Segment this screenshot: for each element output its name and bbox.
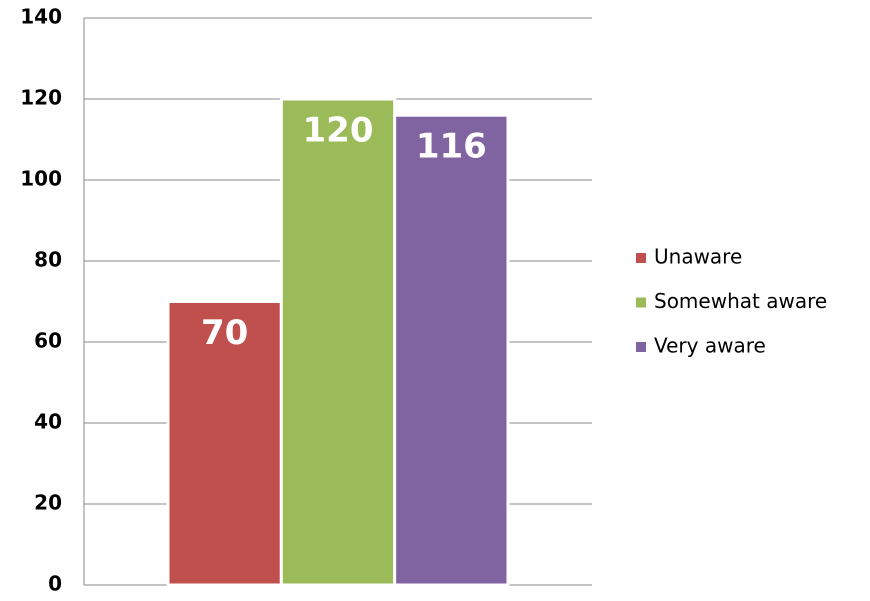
bar <box>393 113 510 587</box>
y-tick-label: 60 <box>34 329 62 353</box>
legend-label: Very aware <box>654 334 766 358</box>
y-tick-label: 20 <box>34 491 62 515</box>
value-label: 120 <box>303 111 374 151</box>
value-label: 116 <box>416 127 487 167</box>
y-tick-label: 120 <box>20 86 62 110</box>
y-tick-label: 40 <box>34 410 62 434</box>
legend-swatch <box>636 297 646 308</box>
bar <box>279 97 397 587</box>
legend-label: Unaware <box>654 245 742 269</box>
y-tick-label: 140 <box>20 5 62 29</box>
legend-swatch <box>636 253 646 263</box>
legend-label: Somewhat aware <box>654 289 827 313</box>
y-tick-label: 0 <box>48 572 62 596</box>
value-label: 70 <box>201 313 248 353</box>
y-tick-label: 80 <box>34 248 62 272</box>
y-tick-label: 100 <box>20 167 62 191</box>
legend-swatch <box>636 342 646 352</box>
